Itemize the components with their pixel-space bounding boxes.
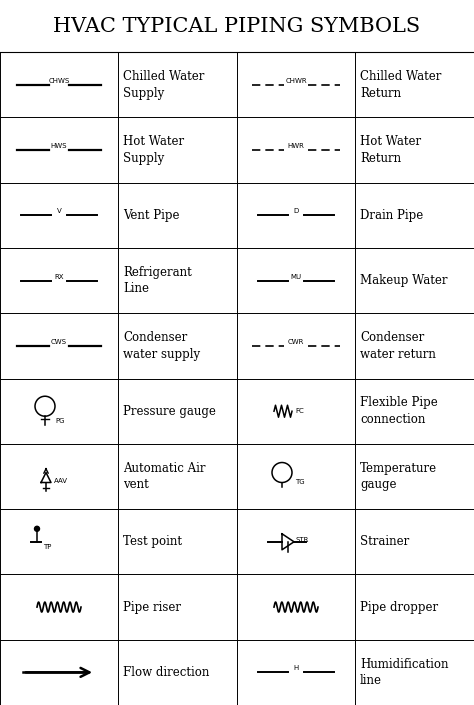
Text: Pipe dropper: Pipe dropper xyxy=(360,601,438,613)
Text: Flow direction: Flow direction xyxy=(123,666,210,679)
Text: HWS: HWS xyxy=(51,143,67,149)
Text: TG: TG xyxy=(295,479,305,484)
Text: Vent Pipe: Vent Pipe xyxy=(123,209,180,222)
Text: Chilled Water
Return: Chilled Water Return xyxy=(360,70,441,99)
Text: Pipe riser: Pipe riser xyxy=(123,601,181,613)
Text: HWR: HWR xyxy=(288,143,304,149)
Text: FC: FC xyxy=(295,408,304,415)
Text: CWS: CWS xyxy=(51,339,67,345)
Circle shape xyxy=(35,527,39,532)
Text: MU: MU xyxy=(291,274,301,280)
Text: Pressure gauge: Pressure gauge xyxy=(123,405,216,418)
Text: Hot Water
Return: Hot Water Return xyxy=(360,135,421,165)
Text: Humidification
line: Humidification line xyxy=(360,658,448,687)
Text: Flexible Pipe
connection: Flexible Pipe connection xyxy=(360,396,438,426)
Bar xyxy=(0,0,474,52)
Text: Refrigerant
Line: Refrigerant Line xyxy=(123,266,192,295)
Text: STR: STR xyxy=(296,537,310,543)
Text: HVAC TYPICAL PIPING SYMBOLS: HVAC TYPICAL PIPING SYMBOLS xyxy=(54,17,420,35)
Text: CHWS: CHWS xyxy=(48,78,70,84)
Text: Temperature
gauge: Temperature gauge xyxy=(360,462,437,491)
Text: Test point: Test point xyxy=(123,535,182,548)
Text: TP: TP xyxy=(43,544,51,550)
Text: RX: RX xyxy=(54,274,64,280)
Text: PG: PG xyxy=(55,418,64,424)
Text: Condenser
water return: Condenser water return xyxy=(360,331,436,361)
Text: Condenser
water supply: Condenser water supply xyxy=(123,331,200,361)
Text: Drain Pipe: Drain Pipe xyxy=(360,209,423,222)
Text: Chilled Water
Supply: Chilled Water Supply xyxy=(123,70,204,99)
Text: CWR: CWR xyxy=(288,339,304,345)
Text: Hot Water
Supply: Hot Water Supply xyxy=(123,135,184,165)
Text: Automatic Air
vent: Automatic Air vent xyxy=(123,462,206,491)
Text: CHWR: CHWR xyxy=(285,78,307,84)
Text: D: D xyxy=(293,209,299,214)
Text: AAV: AAV xyxy=(54,477,68,484)
Text: Makeup Water: Makeup Water xyxy=(360,274,447,287)
Text: Strainer: Strainer xyxy=(360,535,409,548)
Text: H: H xyxy=(293,666,299,671)
Text: V: V xyxy=(56,209,61,214)
